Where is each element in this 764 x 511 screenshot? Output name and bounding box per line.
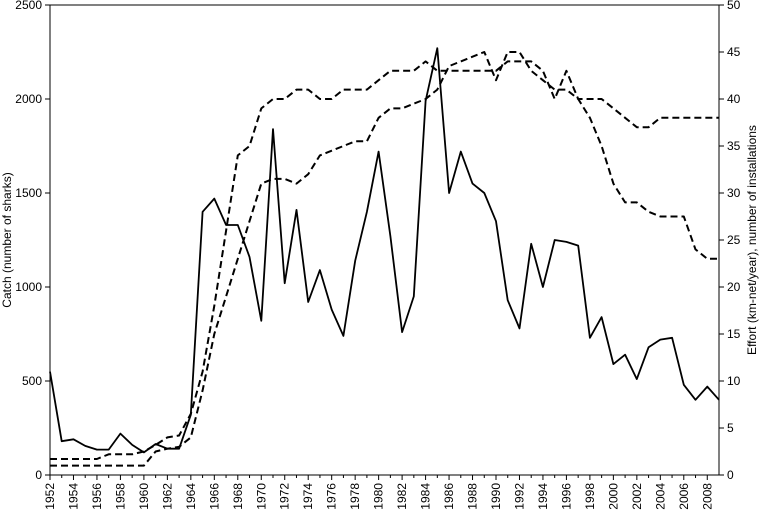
- x-tick-label: 1998: [583, 483, 597, 510]
- y2-tick-label: 0: [727, 468, 734, 482]
- y2-tick-label: 20: [727, 280, 741, 294]
- catch-line-0: [49, 47, 720, 454]
- y-tick-label: 1000: [15, 280, 42, 294]
- x-tick-label: 1980: [372, 483, 386, 510]
- x-tick-label: 1972: [278, 483, 292, 510]
- x-tick-label: 1976: [325, 483, 339, 510]
- x-tick-label: 2008: [700, 483, 714, 510]
- y2-axis-title: Effort (km-net/year), number of installa…: [745, 125, 759, 355]
- y2-tick-label: 15: [727, 327, 741, 341]
- x-tick-label: 1954: [66, 483, 80, 510]
- y-tick-label: 0: [35, 468, 42, 482]
- x-tick-label: 1962: [160, 483, 174, 510]
- x-tick-label: 1994: [536, 483, 550, 510]
- x-tick-label: 1974: [301, 483, 315, 510]
- y-axis-title: Catch (number of sharks): [0, 172, 14, 307]
- x-tick-label: 1986: [442, 483, 456, 510]
- x-tick-label: 1978: [348, 483, 362, 510]
- y-tick-label: 500: [22, 374, 42, 388]
- x-tick-label: 1966: [207, 483, 221, 510]
- x-tick-label: 1992: [512, 483, 526, 510]
- x-tick-label: 2006: [677, 483, 691, 510]
- x-tick-label: 1970: [254, 483, 268, 510]
- y2-tick-label: 30: [727, 186, 741, 200]
- x-tick-label: 1982: [395, 483, 409, 510]
- x-tick-label: 1952: [43, 483, 57, 510]
- x-tick-label: 1956: [90, 483, 104, 510]
- effort-line-1: [50, 60, 719, 460]
- x-tick-label: 1958: [113, 483, 127, 510]
- x-tick-label: 1984: [419, 483, 433, 510]
- y2-tick-label: 5: [727, 421, 734, 435]
- x-tick-label: 2000: [606, 483, 620, 510]
- effort-line-2: [50, 51, 719, 467]
- y2-tick-label: 50: [727, 0, 741, 12]
- x-tick-label: 2004: [653, 483, 667, 510]
- series-layer: [49, 47, 720, 467]
- axes-layer: 0 500 1000 1500 2000 2500 0 5 10 15 20 25 30 35 40 45 50…: [15, 0, 740, 510]
- y-tick-label: 2500: [15, 0, 42, 12]
- y2-tick-label: 40: [727, 92, 741, 106]
- y2-tick-label: 35: [727, 139, 741, 153]
- y2-tick-label: 45: [727, 45, 741, 59]
- y-tick-label: 1500: [15, 186, 42, 200]
- x-tick-label: 1990: [489, 483, 503, 510]
- y2-tick-label: 10: [727, 374, 741, 388]
- x-tick-label: 2002: [630, 483, 644, 510]
- y-tick-label: 2000: [15, 92, 42, 106]
- x-tick-label: 1964: [184, 483, 198, 510]
- x-tick-label: 1996: [559, 483, 573, 510]
- x-tick-label: 1988: [466, 483, 480, 510]
- y2-tick-label: 25: [727, 233, 741, 247]
- x-tick-label: 1960: [137, 483, 151, 510]
- x-tick-label: 1968: [231, 483, 245, 510]
